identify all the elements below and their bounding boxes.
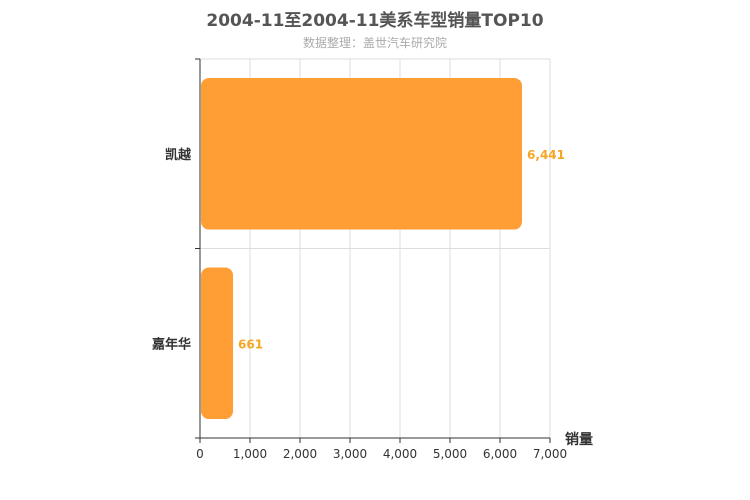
x-tick-label: 0 (196, 447, 204, 461)
category-label: 嘉年华 (151, 336, 191, 352)
x-tick-label: 3,000 (333, 447, 367, 461)
chart-title: 2004-11至2004-11美系车型销量TOP10 (206, 11, 544, 31)
data-label: 661 (238, 337, 263, 351)
bars (201, 77, 523, 420)
data-label: 6,441 (527, 148, 565, 162)
x-tick-label: 4,000 (383, 447, 417, 461)
x-tick-label: 2,000 (283, 447, 317, 461)
chart-subtitle: 数据整理：盖世汽车研究院 (302, 36, 447, 50)
axes (195, 58, 551, 443)
x-tick-label: 6,000 (483, 447, 517, 461)
labels: 0 1,000 2,000 3,000 4,000 5,000 6,000 7,000 凯越 6,… (151, 147, 567, 461)
bar (201, 267, 234, 420)
category-label: 凯越 (165, 147, 192, 163)
x-axis-title: 销量 (565, 431, 593, 448)
x-tick-label: 1,000 (233, 447, 267, 461)
x-tick-label: 7,000 (533, 447, 567, 461)
bar (201, 77, 523, 230)
x-tick-label: 5,000 (433, 447, 467, 461)
